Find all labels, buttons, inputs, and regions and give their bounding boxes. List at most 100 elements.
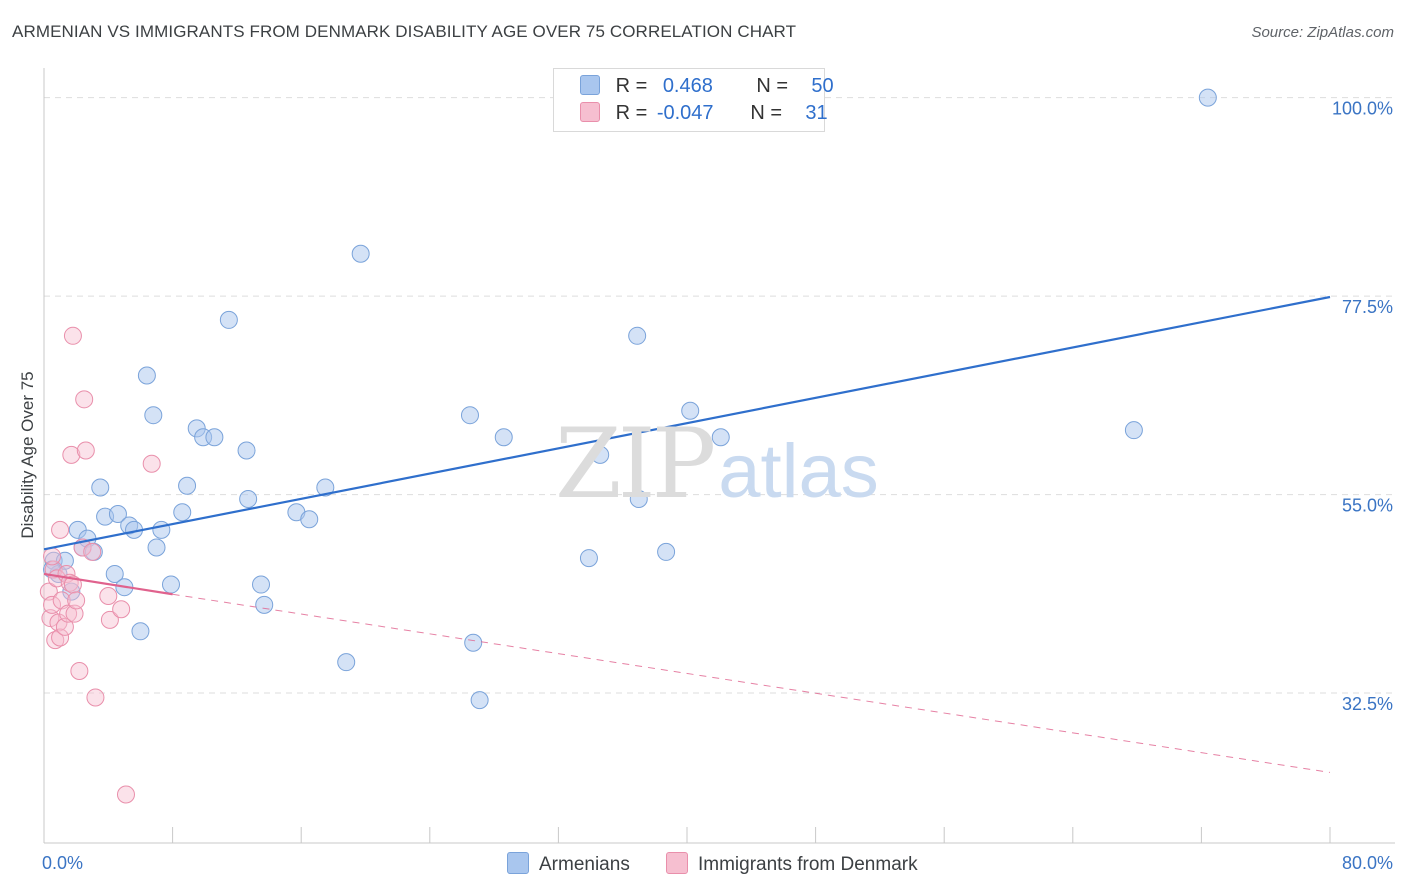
data-point-armenians [470,691,489,710]
legend-swatch-blue [507,852,529,874]
x-tick-label: 80.0% [1342,853,1393,873]
data-point-denmark [142,454,161,473]
data-point-denmark [39,582,58,601]
watermark: ZIPatlas [555,408,879,520]
series-legend: Armenians Immigrants from Denmark [0,852,1406,878]
data-point-armenians [237,441,256,460]
data-point-armenians [629,489,648,508]
data-point-armenians [316,478,335,497]
data-point-denmark [100,610,119,629]
data-point-armenians [1124,421,1143,440]
data-point-denmark [59,604,78,623]
legend-row-armenians: R = 0.468 N = 50 [580,75,834,99]
legend-r-label: R = [615,102,648,124]
data-point-armenians [239,489,258,508]
data-point-armenians [657,542,676,561]
data-point-armenians [1198,88,1217,107]
data-point-denmark [67,591,86,610]
gridlines [44,97,1395,694]
data-point-denmark [41,609,60,628]
legend-r-value: 0.468 [662,75,713,97]
legend-n-label: N = [750,102,783,124]
trend-line-denmark [43,572,173,596]
data-point-denmark [112,600,131,619]
data-point-armenians [300,510,319,529]
data-point-armenians [91,478,110,497]
legend-row-denmark: R = -0.047 N = 31 [580,102,828,126]
data-point-armenians [173,503,192,522]
data-point-armenians [144,406,163,425]
data-point-denmark [99,587,118,606]
data-point-armenians [108,504,127,523]
data-point-armenians [205,428,224,447]
data-point-denmark [63,326,82,345]
data-point-denmark [43,547,62,566]
data-point-armenians [337,653,356,672]
data-point-armenians [147,538,166,557]
data-point-armenians [460,406,479,425]
data-point-denmark [43,595,62,614]
data-point-armenians [178,476,197,495]
series-legend-denmark[interactable]: Immigrants from Denmark [666,852,918,876]
trend-line-armenians [43,295,1331,551]
data-point-denmark [55,617,74,636]
legend-swatch-pink [580,102,600,122]
series-legend-label: Immigrants from Denmark [698,854,918,875]
data-point-armenians [252,575,271,594]
legend-r-value: -0.047 [656,102,714,124]
data-point-armenians [494,428,513,447]
data-point-denmark [75,390,94,409]
legend-swatch-blue [580,75,600,95]
watermark-zip: ZIP [555,408,716,520]
data-point-denmark [51,520,70,539]
axes [43,68,1395,844]
data-point-armenians [591,445,610,464]
series-legend-label: Armenians [539,854,630,875]
legend-swatch-pink [666,852,688,874]
legend-n-value: 31 [805,102,828,124]
source-credit: Source: ZipAtlas.com [1251,24,1394,41]
y-tick-label: 100.0% [1332,99,1393,119]
data-point-denmark [51,628,70,647]
data-point-denmark [76,441,95,460]
data-point-armenians [105,564,124,583]
series-armenians [43,88,1217,710]
data-point-armenians [161,575,180,594]
data-point-armenians [137,366,156,385]
y-tick-label: 55.0% [1342,496,1393,516]
legend-r-label: R = [615,75,648,97]
data-point-armenians [579,549,598,568]
data-point-denmark [86,688,105,707]
data-point-denmark [116,785,135,804]
legend-n-value: 50 [811,75,834,97]
x-tick-label: 0.0% [42,853,83,873]
legend-n-label: N = [756,75,789,97]
chart-title: ARMENIAN VS IMMIGRANTS FROM DENMARK DISA… [12,22,797,41]
data-point-denmark [70,661,89,680]
watermark-atlas: atlas [718,429,879,514]
data-point-armenians [255,595,274,614]
y-axis-title: Disability Age Over 75 [18,371,37,538]
data-point-denmark [46,631,65,650]
data-point-denmark [83,542,102,561]
data-point-denmark [52,591,71,610]
series-legend-armenians[interactable]: Armenians [507,852,630,876]
data-point-armenians [131,622,150,641]
data-point-armenians [628,326,647,345]
y-tick-label: 77.5% [1342,297,1393,317]
correlation-legend: R = 0.468 N = 50 R = -0.047 N = 31 [553,68,834,132]
data-point-denmark [62,445,81,464]
trend-lines [43,295,1331,773]
trend-line-denmark-extended [172,593,1331,773]
y-tick-label: 32.5% [1342,694,1393,714]
data-point-armenians [219,310,238,329]
data-point-armenians [152,520,171,539]
data-point-armenians [464,633,483,652]
series-immigrants-from-denmark [39,326,161,804]
data-point-armenians [711,428,730,447]
data-point-armenians [681,401,700,420]
tick-labels: 32.5% 55.0% 77.5% 100.0% 0.0% 80.0% Disability… [18,99,1393,873]
data-point-denmark [65,604,84,623]
data-point-armenians [351,244,370,263]
